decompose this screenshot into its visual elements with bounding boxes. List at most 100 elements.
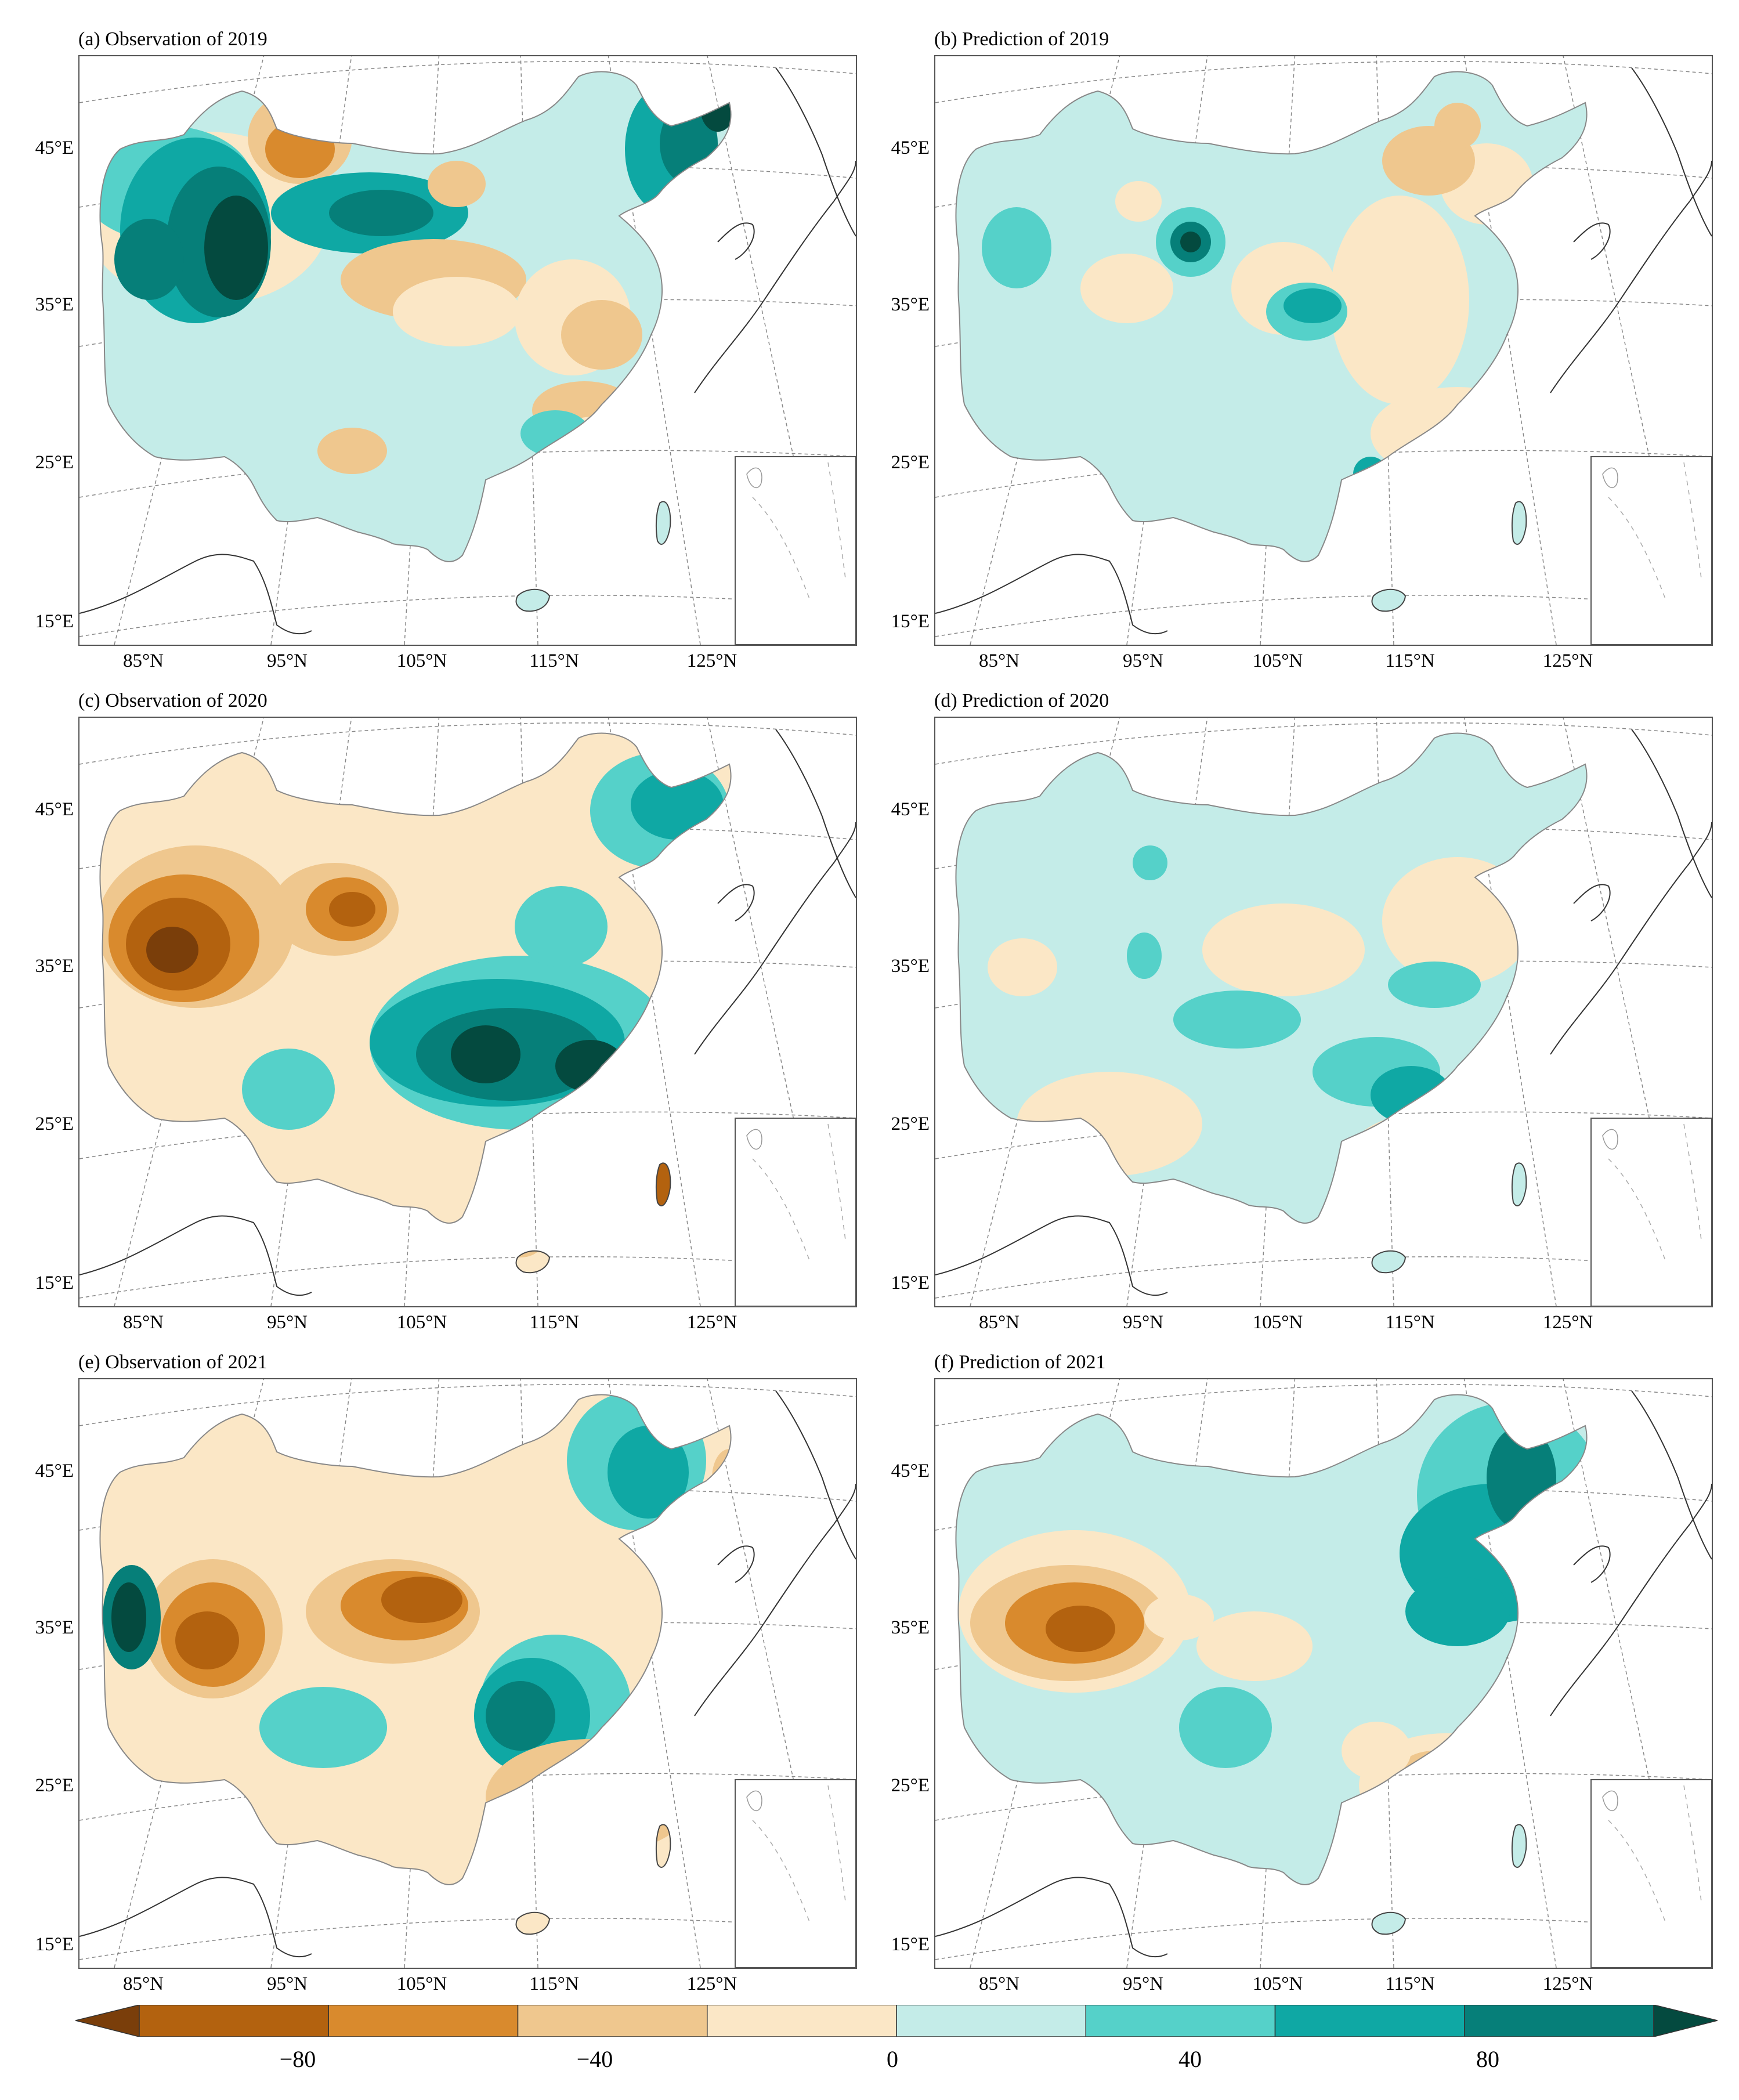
coastline — [79, 1877, 312, 1958]
anomaly-region — [317, 428, 387, 474]
meridian-line — [1376, 56, 1394, 645]
inset-boundary — [752, 1123, 846, 1264]
map-frame — [934, 55, 1713, 646]
colorbar-segment — [328, 2005, 519, 2037]
lon-label: 125°N — [1542, 1974, 1593, 1994]
parallel-line — [79, 722, 856, 765]
south-china-sea-inset — [735, 456, 856, 645]
panel-e: (e) Observation of 2021 45°E 35°E 25°E 1… — [35, 1351, 857, 1994]
lon-label: 85°N — [978, 1312, 1020, 1333]
anomaly-region — [204, 196, 268, 300]
anomaly-region — [1179, 1687, 1272, 1768]
colorbar-tick-label: −40 — [576, 2046, 613, 2072]
anomaly-region — [329, 190, 433, 236]
anomaly-region — [1180, 232, 1201, 252]
colorbar-tick-label: −80 — [279, 2046, 316, 2072]
meridian-line — [520, 718, 538, 1306]
coastline — [1573, 884, 1611, 921]
colorbar-segment — [517, 2005, 708, 2037]
lon-label: 115°N — [529, 650, 579, 671]
meridian-line — [707, 718, 834, 1306]
anomaly-region — [175, 1611, 239, 1669]
lon-label: 125°N — [1542, 650, 1593, 671]
colorbar-segment — [1653, 2005, 1718, 2037]
lat-label: 45°E — [35, 138, 74, 158]
hainan-outline — [1371, 588, 1407, 612]
lon-label: 95°N — [1122, 1974, 1164, 1994]
anomaly-region — [1284, 288, 1342, 323]
inset-island — [1602, 1129, 1618, 1150]
anomaly-region — [451, 1025, 520, 1083]
lat-label: 45°E — [891, 138, 930, 158]
lat-label: 15°E — [35, 1273, 74, 1293]
panel-f: (f) Prediction of 2021 45°E 35°E 25°E 15… — [891, 1351, 1713, 1994]
anomaly-region — [520, 410, 590, 457]
hainan-outline — [515, 1250, 551, 1274]
map-frame — [78, 717, 857, 1307]
coastline — [717, 884, 755, 921]
south-china-sea-inset — [735, 1118, 856, 1306]
anomaly-region — [1353, 457, 1388, 491]
lon-label: 85°N — [978, 650, 1020, 671]
lat-label: 35°E — [891, 1617, 930, 1638]
inset-boundary — [1608, 462, 1702, 602]
inset-boundary — [752, 462, 846, 602]
china-border — [99, 71, 732, 562]
anomaly-region — [1080, 254, 1173, 323]
anomaly-region — [1347, 1112, 1510, 1205]
anomaly-region — [1017, 1072, 1202, 1176]
lat-label: 15°E — [891, 611, 930, 632]
anomaly-region — [1388, 962, 1481, 1008]
lon-label: 125°N — [686, 650, 737, 671]
anomaly-region — [114, 219, 184, 300]
meridian-line — [1376, 1379, 1394, 1968]
anomaly-region — [486, 1739, 695, 1855]
meridian-line — [707, 56, 834, 645]
coastline — [935, 1215, 1168, 1296]
lon-label: 105°N — [1252, 650, 1303, 671]
lon-label: 85°N — [122, 1312, 164, 1333]
lat-label: 15°E — [35, 611, 74, 632]
anomaly-region — [1371, 387, 1545, 480]
anomaly-region — [1202, 903, 1365, 996]
anomaly-map — [79, 56, 856, 645]
meridian-line — [1563, 718, 1690, 1306]
coastline — [1573, 1545, 1611, 1583]
hainan-outline — [1371, 1250, 1407, 1274]
colorbar-segment — [1274, 2005, 1465, 2037]
panel-title: (a) Observation of 2019 — [78, 28, 267, 50]
parallel-line — [79, 1256, 856, 1299]
anomaly-region — [111, 1582, 146, 1652]
anomaly-region — [1173, 991, 1301, 1049]
anomaly-region — [1046, 1606, 1115, 1652]
anomaly-region — [1330, 196, 1469, 404]
lon-label: 95°N — [266, 1974, 308, 1994]
anomaly-region — [1434, 103, 1481, 149]
lon-label: 115°N — [529, 1974, 579, 1994]
meridian-line — [520, 1379, 538, 1968]
anomaly-region — [146, 927, 198, 973]
lat-label: 35°E — [891, 294, 930, 315]
anomaly-region — [988, 938, 1057, 996]
coastline — [935, 1877, 1168, 1958]
inset-boundary — [1608, 1785, 1702, 1925]
china-border — [99, 1394, 732, 1885]
coastline — [775, 729, 856, 898]
map-frame — [934, 717, 1713, 1307]
lat-label: 25°E — [891, 1114, 930, 1134]
parallel-line — [935, 722, 1712, 765]
hainan-outline — [1371, 1911, 1407, 1935]
anomaly-map — [79, 1379, 856, 1968]
inset-island — [746, 1129, 762, 1150]
lon-label: 85°N — [122, 1974, 164, 1994]
map-frame — [78, 1378, 857, 1969]
lat-label: 15°E — [891, 1934, 930, 1955]
inset-boundary — [752, 1785, 846, 1925]
anomaly-region — [259, 1687, 387, 1768]
taiwan-outline — [655, 1162, 671, 1206]
lon-label: 115°N — [1385, 650, 1435, 671]
map-frame — [934, 1378, 1713, 1969]
panel-d: (d) Prediction of 2020 45°E 35°E 25°E 15… — [891, 690, 1713, 1333]
panel-title: (b) Prediction of 2019 — [934, 28, 1109, 50]
china-border — [955, 71, 1588, 562]
